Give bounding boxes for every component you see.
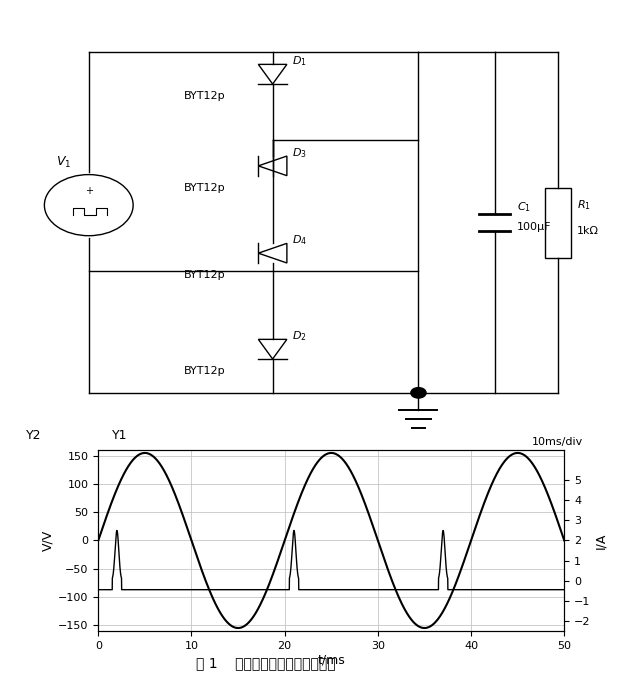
- Text: $V_1$: $V_1$: [56, 155, 71, 170]
- Y-axis label: I/A: I/A: [595, 532, 607, 549]
- Text: +: +: [85, 186, 93, 196]
- Text: 图 1    全桥整流器电压和电流波形: 图 1 全桥整流器电压和电流波形: [197, 655, 336, 670]
- Text: BYT12p: BYT12p: [184, 91, 226, 101]
- X-axis label: t/ms: t/ms: [318, 653, 345, 666]
- Text: 10ms/div: 10ms/div: [532, 436, 583, 447]
- Text: $C_1$: $C_1$: [517, 201, 531, 214]
- Text: $R_1$: $R_1$: [577, 198, 591, 212]
- Text: Y1: Y1: [112, 429, 127, 442]
- Text: 1kΩ: 1kΩ: [577, 226, 599, 237]
- Text: $D_4$: $D_4$: [292, 233, 307, 247]
- Circle shape: [411, 387, 426, 398]
- Text: BYT12p: BYT12p: [184, 366, 226, 376]
- Text: $D_1$: $D_1$: [292, 54, 306, 68]
- Y-axis label: V/V: V/V: [41, 530, 54, 551]
- Text: BYT12p: BYT12p: [184, 183, 226, 193]
- Bar: [545, 188, 571, 258]
- Text: BYT12p: BYT12p: [184, 270, 226, 280]
- Text: 100μF: 100μF: [517, 222, 551, 232]
- Text: Y2: Y2: [26, 429, 42, 442]
- Text: $D_2$: $D_2$: [292, 329, 306, 343]
- Text: $D_3$: $D_3$: [292, 146, 306, 160]
